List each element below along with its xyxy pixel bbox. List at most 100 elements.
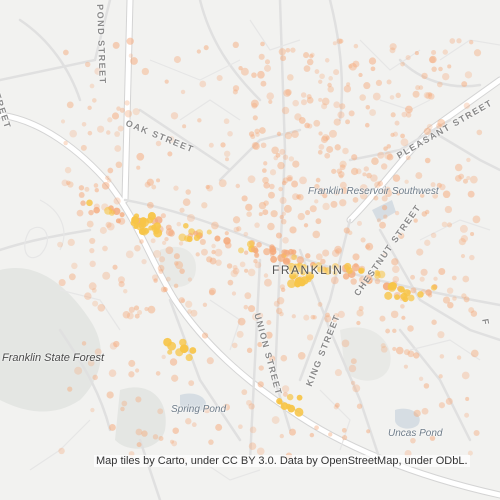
heat-point: [324, 315, 332, 323]
heat-point: [107, 117, 113, 123]
water-body-3: [372, 200, 396, 222]
heat-point: [418, 85, 424, 90]
heat-point: [93, 206, 100, 214]
heat-point: [232, 89, 238, 95]
heat-point: [256, 447, 265, 456]
heat-point: [255, 132, 260, 137]
heat-point: [468, 39, 474, 45]
heat-point: [390, 310, 399, 319]
heat-point: [135, 428, 143, 436]
town-label: FRANKLIN: [272, 263, 344, 277]
water-body-2: [395, 408, 420, 429]
heat-point: [257, 70, 265, 79]
heat-point: [158, 256, 166, 263]
heatmap-layer: [57, 37, 483, 462]
heat-point: [389, 43, 397, 51]
heat-point: [383, 214, 388, 219]
heat-point: [134, 244, 141, 252]
heat-point: [140, 227, 149, 236]
heat-point: [300, 92, 307, 98]
heat-point: [135, 368, 140, 373]
heat-point: [421, 72, 428, 80]
heat-point: [287, 279, 296, 289]
heat-point: [322, 193, 328, 199]
heat-point: [231, 291, 237, 296]
heat-point: [360, 237, 366, 243]
heat-point: [332, 317, 338, 323]
heat-point: [324, 58, 330, 63]
heat-point: [343, 85, 352, 93]
heat-point: [258, 212, 263, 217]
heat-point: [90, 407, 95, 413]
heat-point: [265, 331, 273, 339]
heat-point: [199, 238, 206, 246]
heat-point: [115, 161, 123, 169]
heat-point: [415, 85, 421, 91]
heat-point: [327, 86, 334, 93]
heat-point: [331, 249, 340, 257]
heat-point: [112, 264, 118, 270]
heat-point: [390, 132, 395, 138]
heat-point: [264, 64, 272, 72]
heat-point: [271, 416, 280, 424]
heat-point: [88, 282, 97, 291]
heat-point: [136, 165, 141, 170]
heat-point: [250, 134, 256, 140]
heat-point: [264, 278, 272, 287]
heat-point: [372, 92, 381, 101]
heat-point: [134, 313, 140, 319]
heat-point: [445, 397, 453, 405]
forest-area-3: [160, 246, 196, 287]
heat-point: [186, 213, 195, 222]
heat-point: [415, 172, 423, 180]
heat-point: [281, 249, 288, 256]
heat-point: [165, 246, 174, 255]
heat-point: [223, 403, 231, 411]
heat-point: [342, 147, 349, 155]
heat-point: [161, 354, 166, 360]
heat-point: [86, 220, 94, 228]
heat-point: [167, 341, 177, 351]
heat-point: [157, 264, 165, 272]
heat-point: [304, 122, 310, 129]
heat-point: [294, 407, 304, 417]
heat-point: [348, 364, 357, 373]
heat-point: [124, 109, 133, 118]
heat-point: [67, 386, 73, 392]
heat-point: [436, 81, 443, 88]
heat-point: [281, 106, 290, 115]
heat-point: [273, 300, 280, 307]
heat-point: [167, 151, 173, 157]
heat-point: [230, 269, 238, 278]
heat-point: [211, 221, 219, 230]
heat-point: [334, 369, 342, 377]
heat-point: [186, 236, 193, 242]
heat-point: [467, 112, 472, 117]
heat-point: [421, 211, 428, 217]
heat-point: [328, 76, 333, 81]
heat-point: [370, 174, 378, 182]
heat-point: [232, 216, 241, 224]
heat-point: [473, 49, 482, 57]
heat-point: [206, 357, 214, 365]
heat-point: [424, 157, 431, 164]
heat-point: [236, 330, 244, 338]
heat-point: [124, 100, 130, 106]
heat-point: [416, 248, 424, 256]
heat-point: [322, 249, 330, 257]
heat-point: [442, 190, 451, 199]
heat-point: [400, 304, 405, 309]
heat-point: [250, 99, 259, 108]
heat-point: [211, 249, 216, 255]
heat-point: [67, 238, 75, 247]
heat-point: [232, 267, 240, 275]
heat-point: [334, 245, 342, 254]
heat-point: [183, 222, 189, 229]
pond-street-road: [122, 0, 133, 203]
heat-point: [270, 255, 278, 263]
heat-point: [114, 145, 122, 152]
heat-point: [106, 222, 115, 231]
heat-point: [469, 254, 475, 261]
heat-point: [309, 205, 317, 213]
